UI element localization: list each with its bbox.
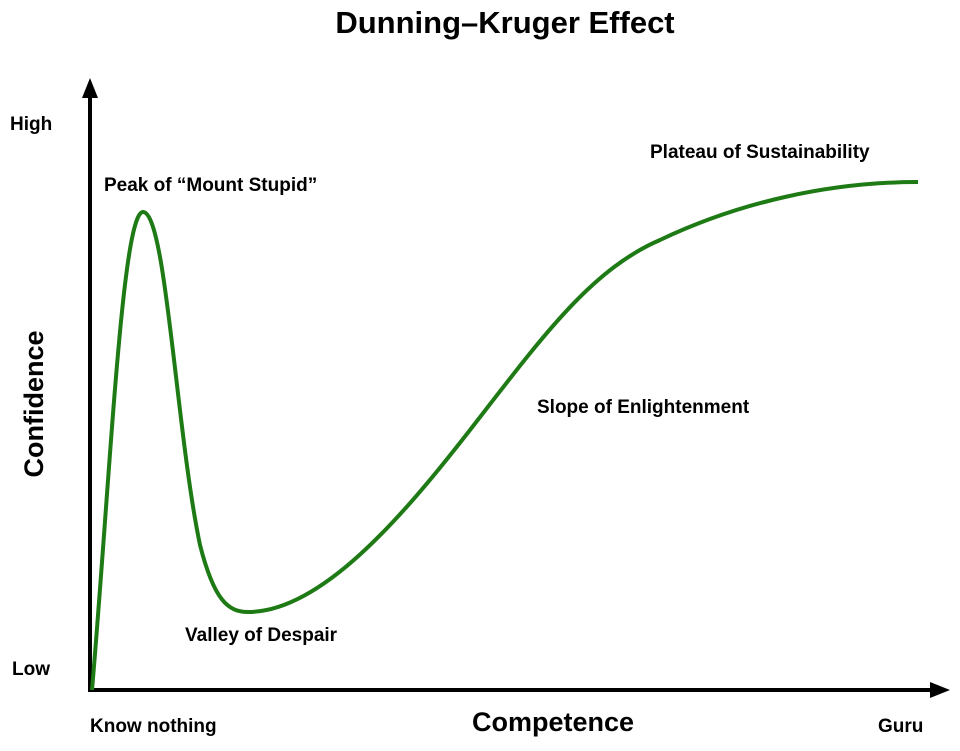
- y-axis-arrow: [82, 78, 98, 98]
- x-axis-arrow: [930, 682, 950, 698]
- x-high-label: Guru: [878, 716, 923, 737]
- annotation: Plateau of Sustainability: [650, 142, 870, 163]
- annotation: Valley of Despair: [185, 625, 338, 646]
- y-high-label: High: [10, 114, 52, 135]
- y-low-label: Low: [12, 659, 50, 680]
- curve: [90, 180, 919, 691]
- x-low-label: Know nothing: [90, 716, 217, 737]
- annotation: Peak of “Mount Stupid”: [104, 175, 317, 196]
- title: Dunning–Kruger Effect: [335, 5, 674, 40]
- annotation: Slope of Enlightenment: [537, 397, 750, 418]
- y-axis-title: Confidence: [19, 330, 49, 477]
- x-axis-title: Competence: [472, 707, 634, 737]
